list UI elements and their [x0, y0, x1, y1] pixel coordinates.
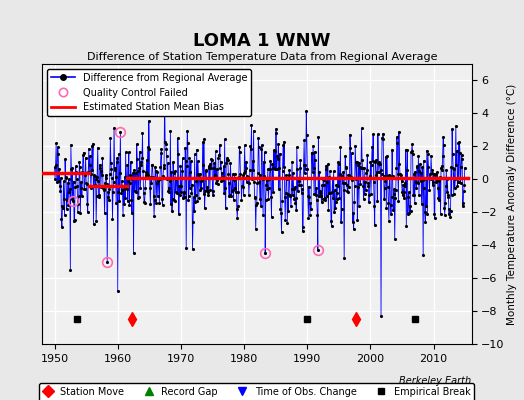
Y-axis label: Monthly Temperature Anomaly Difference (°C): Monthly Temperature Anomaly Difference (… — [507, 83, 518, 325]
Text: Difference of Station Temperature Data from Regional Average: Difference of Station Temperature Data f… — [87, 52, 437, 62]
Text: Berkeley Earth: Berkeley Earth — [399, 376, 472, 386]
Legend: Station Move, Record Gap, Time of Obs. Change, Empirical Break: Station Move, Record Gap, Time of Obs. C… — [39, 383, 474, 400]
Text: LOMA 1 WNW: LOMA 1 WNW — [193, 32, 331, 50]
